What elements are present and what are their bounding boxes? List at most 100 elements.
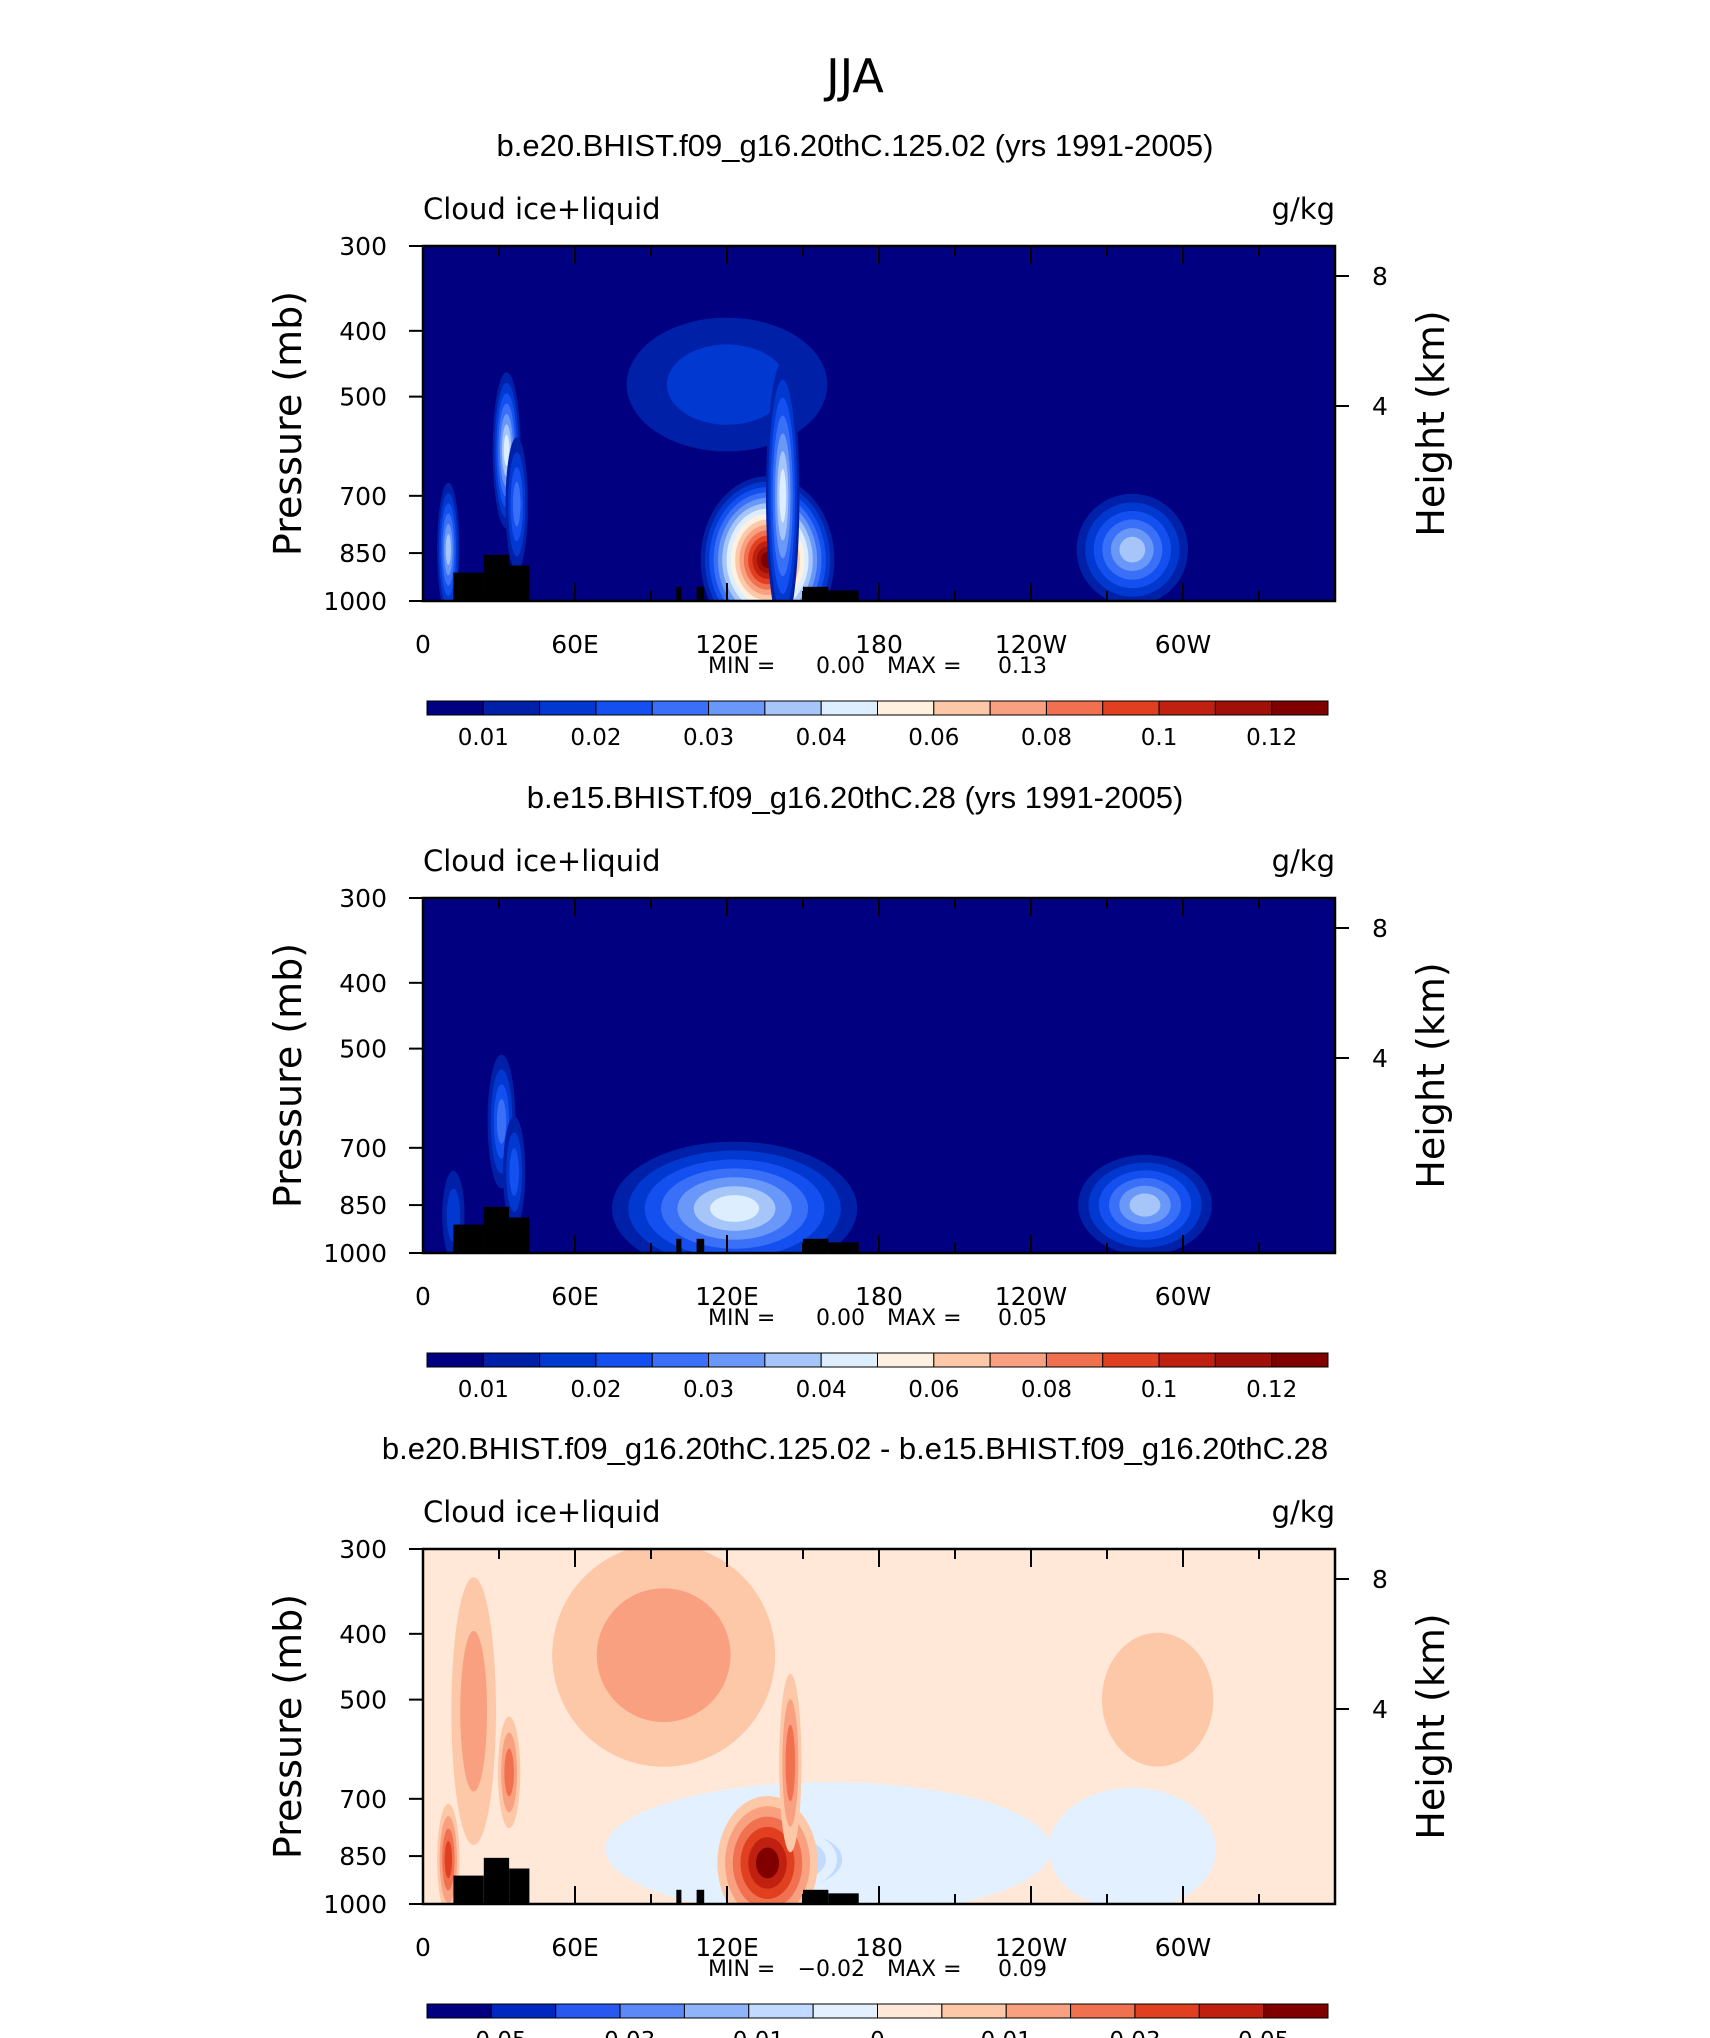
contour-band (1101, 1632, 1214, 1767)
y-tick-label: 700 (339, 482, 387, 511)
colorbar-swatch (1045, 1352, 1104, 1368)
x-axis: 0 60E 120E 180 120W 60W (415, 246, 1336, 659)
colorbar-swatch (482, 700, 541, 716)
y-tick-label: 500 (339, 1686, 387, 1715)
colorbar-label: 0.03 (1109, 2028, 1160, 2038)
land-mask (676, 1238, 682, 1253)
x-tick-label: 120W (995, 630, 1067, 659)
colorbar-label: 0.1 (1141, 725, 1178, 751)
colorbar-label: 0.01 (458, 1377, 509, 1403)
stats-min: 0.00 (816, 1306, 865, 1331)
panel-1: b.e20.BHIST.f09_g16.20thC.125.02 (yrs 19… (266, 128, 1453, 751)
stats-min: 0.00 (816, 654, 865, 679)
colorbar-swatch (1005, 2003, 1072, 2019)
land-mask (828, 1893, 859, 1904)
colorbar-label: 0.02 (570, 1377, 621, 1403)
x-tick-label: 120W (995, 1282, 1067, 1311)
y-axis-right: 84 (1335, 914, 1388, 1073)
x-tick-label: 0 (415, 1933, 431, 1962)
colorbar-label: −0.01 (714, 2028, 784, 2038)
panel-2: b.e15.BHIST.f09_g16.20thC.28 (yrs 1991-2… (266, 780, 1453, 1403)
right-tick-label: 8 (1372, 1565, 1388, 1594)
colorbar-swatch (989, 700, 1047, 716)
colorbar-swatch (555, 2003, 621, 2019)
right-tick-label: 4 (1372, 1044, 1388, 1073)
colorbar-swatch (1158, 700, 1216, 716)
y-axis: 300 400 500 700 850 1000 (323, 884, 423, 1268)
x-axis: 0 60E 120E 180 120W 60W (415, 1549, 1336, 1962)
y-tick-label: 500 (339, 383, 387, 412)
colorbar-label: 0.08 (1021, 725, 1072, 751)
land-mask (453, 1224, 484, 1253)
x-tick-label: 60W (1155, 1933, 1212, 1962)
units-label: g/kg (1272, 844, 1335, 878)
y-tick-label: 700 (339, 1134, 387, 1163)
x-tick-label: 60E (551, 630, 599, 659)
y-tick-label: 400 (339, 969, 387, 998)
x-tick-label: 60E (551, 1282, 599, 1311)
colorbar: 0.01 0.02 0.03 0.04 0.06 0.08 0.1 0.12 (426, 700, 1329, 751)
land-mask (483, 554, 510, 601)
land-mask (483, 1206, 510, 1253)
colorbar-swatch (595, 1352, 653, 1368)
variable-label: Cloud ice+liquid (423, 844, 661, 878)
colorbar: 0.01 0.02 0.03 0.04 0.06 0.08 0.1 0.12 (426, 1352, 1329, 1403)
stats-max-label: MAX = (887, 1957, 962, 1982)
x-tick-label: 180 (855, 1282, 903, 1311)
colorbar-swatch (1271, 1352, 1329, 1368)
y-axis-title-right: Height (km) (1409, 310, 1453, 536)
x-tick-label: 0 (415, 1282, 431, 1311)
colorbar-swatch (748, 2003, 814, 2019)
colorbar-swatch (595, 700, 653, 716)
colorbar-swatch (764, 1352, 822, 1368)
y-axis-title-right: Height (km) (1409, 962, 1453, 1188)
right-tick-label: 4 (1372, 1695, 1388, 1724)
colorbar-swatch (708, 1352, 766, 1368)
x-tick-label: 180 (855, 1933, 903, 1962)
colorbar-swatch (1214, 700, 1273, 716)
colorbar-swatch (877, 700, 935, 716)
stats-max: 0.13 (998, 654, 1047, 679)
y-tick-label: 700 (339, 1785, 387, 1814)
panel-title: b.e15.BHIST.f09_g16.20thC.28 (yrs 1991-2… (527, 780, 1184, 815)
colorbar-swatch (1102, 1352, 1160, 1368)
plot-area (423, 1549, 1335, 1904)
colorbar: −0.05 −0.03 −0.01 0 0.01 0.03 0.05 (426, 2003, 1329, 2038)
y-tick-label: 300 (339, 232, 387, 261)
y-axis: 300 400 500 700 850 1000 (323, 1535, 423, 1919)
land-mask (453, 1875, 484, 1904)
y-tick-label: 850 (339, 1191, 387, 1220)
contour-band (509, 1148, 519, 1196)
colorbar-swatch (877, 1352, 935, 1368)
colorbar-label: 0.06 (908, 1377, 959, 1403)
land-mask (696, 1889, 705, 1904)
colorbar-swatch (539, 1352, 597, 1368)
contour-band (513, 481, 521, 527)
plot-area (423, 898, 1335, 1253)
right-tick-label: 4 (1372, 392, 1388, 421)
y-axis-title: Pressure (mb) (266, 291, 310, 556)
land-mask (828, 590, 859, 601)
colorbar-label: 0.06 (908, 725, 959, 751)
colorbar-swatch (1214, 1352, 1273, 1368)
colorbar-swatch (708, 700, 766, 716)
y-tick-label: 1000 (323, 587, 387, 616)
land-mask (509, 1868, 530, 1904)
colorbar-swatch (820, 700, 878, 716)
colorbar-label: 0.08 (1021, 1377, 1072, 1403)
x-tick-label: 120E (695, 1282, 759, 1311)
colorbar-swatch (490, 2003, 557, 2019)
colorbar-label: 0.04 (796, 1377, 847, 1403)
colorbar-swatch (539, 700, 597, 716)
contour-band (779, 469, 787, 523)
stats-max-label: MAX = (887, 654, 962, 679)
x-tick-label: 60W (1155, 1282, 1212, 1311)
y-tick-label: 300 (339, 884, 387, 913)
y-axis: 300 400 500 700 850 1000 (323, 232, 423, 616)
stats-max: 0.05 (998, 1306, 1047, 1331)
colorbar-swatch (933, 700, 991, 716)
land-mask (676, 586, 682, 601)
x-tick-label: 60E (551, 1933, 599, 1962)
colorbar-label: 0.03 (683, 1377, 734, 1403)
colorbar-swatch (651, 700, 710, 716)
